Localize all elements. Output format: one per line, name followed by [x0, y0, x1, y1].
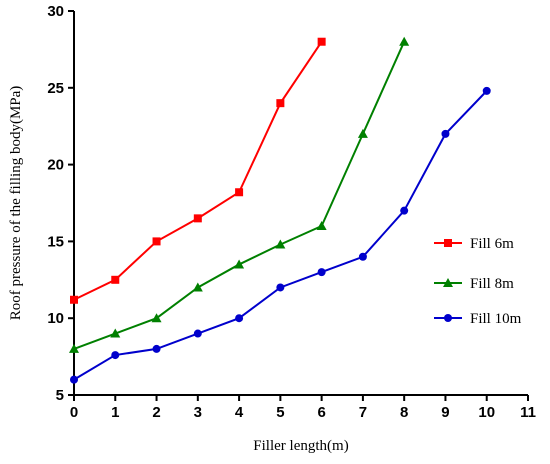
legend-item: Fill 8m [434, 276, 514, 292]
axes: 0 1 2 3 4 5 6 7 8 9 10 11 5 10 15 20 25 30 [47, 3, 536, 421]
series-line [73, 41, 323, 301]
data-point [317, 37, 326, 46]
series-fill-8m [69, 36, 410, 353]
data-point [151, 313, 162, 323]
x-tick-label: 9 [441, 404, 449, 421]
y-tick-label: 5 [56, 387, 64, 404]
data-point [110, 328, 121, 338]
data-point [234, 259, 245, 269]
data-point [482, 86, 491, 95]
x-tick-label: 7 [359, 404, 367, 421]
x-tick-label: 0 [70, 404, 78, 421]
x-axis-title: Filler length(m) [253, 438, 348, 454]
legend-swatch-marker [443, 278, 453, 287]
y-tick-label: 30 [47, 3, 64, 20]
x-tick-label: 11 [520, 404, 536, 421]
y-tick-label: 25 [47, 80, 64, 97]
y-axis-title: Roof pressure of the filling body(MPa) [8, 86, 24, 321]
series-line [73, 90, 488, 381]
data-point [317, 268, 326, 277]
x-tick-label: 5 [276, 404, 284, 421]
data-point [235, 314, 244, 323]
x-tick-label: 4 [235, 404, 244, 421]
data-point [399, 36, 410, 46]
data-point [358, 252, 367, 261]
data-point [111, 275, 120, 284]
series-layer [69, 36, 491, 384]
data-point [235, 188, 244, 197]
data-point [193, 214, 202, 223]
x-tick-label: 2 [152, 404, 160, 421]
x-tick-label: 1 [111, 404, 119, 421]
data-point [400, 206, 409, 215]
data-point [193, 329, 202, 338]
data-point [316, 221, 327, 231]
legend-item: Fill 6m [434, 236, 514, 252]
data-point [70, 375, 78, 384]
data-point [111, 351, 120, 360]
legend-item: Fill 10m [434, 311, 522, 327]
series-fill-10m [70, 86, 491, 384]
legend-label: Fill 10m [470, 311, 522, 327]
x-tick-label: 10 [478, 404, 495, 421]
data-point [152, 344, 161, 353]
y-tick-label: 10 [47, 310, 64, 327]
legend-label: Fill 8m [470, 276, 514, 292]
data-point [441, 129, 450, 138]
data-point [357, 128, 368, 138]
x-tick-label: 8 [400, 404, 408, 421]
legend-label: Fill 6m [470, 236, 514, 252]
series-fill-6m [70, 37, 326, 304]
data-point [276, 99, 285, 108]
y-tick-label: 20 [47, 157, 64, 174]
legend: Fill 6m Fill 8m Fill 10m [434, 236, 522, 327]
data-point [276, 283, 285, 292]
x-tick-label: 6 [317, 404, 325, 421]
data-point [69, 343, 79, 353]
y-tick-label: 15 [47, 233, 64, 250]
data-point [192, 282, 203, 292]
data-point [152, 237, 161, 246]
x-tick-label: 3 [194, 404, 202, 421]
legend-swatch-marker [444, 314, 452, 322]
legend-swatch-marker [444, 239, 452, 247]
data-point [275, 239, 286, 249]
data-point [70, 295, 78, 304]
